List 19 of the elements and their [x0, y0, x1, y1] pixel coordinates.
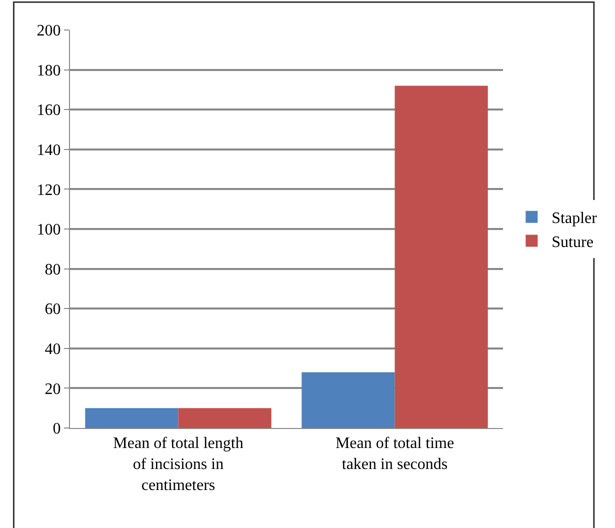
- y-tick-label: 60: [44, 301, 61, 318]
- legend-label: Suture: [552, 234, 594, 251]
- y-tick-label: 40: [44, 341, 61, 358]
- bar: [178, 408, 272, 428]
- y-tick-label: 180: [36, 62, 61, 80]
- bar: [302, 372, 395, 428]
- y-tick-label: 140: [36, 142, 61, 159]
- y-tick-label: 160: [36, 102, 61, 120]
- y-tick-label: 120: [36, 182, 61, 199]
- legend-label: Stapler: [552, 210, 598, 228]
- x-tick-label: Mean of total time taken in seconds: [335, 435, 454, 473]
- y-tick-label: 0: [52, 420, 61, 438]
- bar: [394, 86, 488, 428]
- bar: [85, 408, 178, 428]
- y-tick-label: 80: [44, 261, 61, 278]
- x-tick-label: Mean of total length of incisions in centimeters: [113, 435, 244, 494]
- y-tick-label: 20: [44, 380, 61, 398]
- y-tick-label: 200: [36, 22, 61, 40]
- y-tick-label: 100: [36, 222, 61, 239]
